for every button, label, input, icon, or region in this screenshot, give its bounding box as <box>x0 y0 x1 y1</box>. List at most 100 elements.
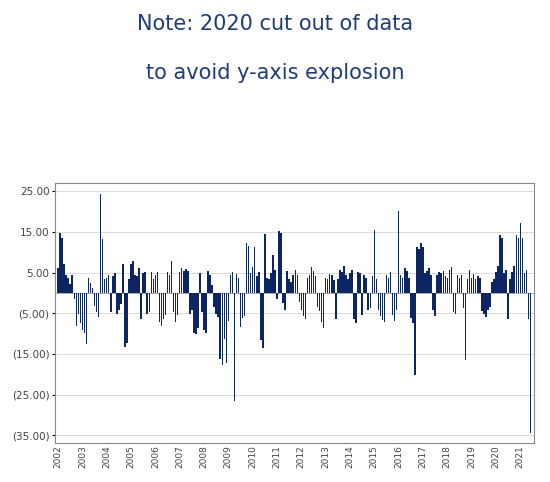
Bar <box>373 230 375 293</box>
Bar <box>219 293 221 359</box>
Bar <box>246 243 248 293</box>
Bar <box>481 293 482 311</box>
Bar <box>299 293 300 302</box>
Bar <box>438 272 440 293</box>
Bar <box>495 272 497 293</box>
Bar <box>210 275 211 293</box>
Bar <box>302 293 304 316</box>
Bar <box>386 275 387 293</box>
Bar <box>240 293 241 327</box>
Bar <box>430 275 432 293</box>
Bar <box>282 293 284 303</box>
Bar <box>317 293 318 307</box>
Bar <box>152 279 154 293</box>
Bar <box>161 293 162 326</box>
Bar <box>461 276 463 293</box>
Bar <box>301 293 302 310</box>
Bar <box>68 278 69 293</box>
Bar <box>388 278 389 293</box>
Bar <box>378 293 379 310</box>
Bar <box>449 270 450 293</box>
Bar <box>489 293 491 307</box>
Bar <box>365 278 367 293</box>
Bar <box>455 293 456 314</box>
Bar <box>335 293 337 319</box>
Bar <box>217 293 219 317</box>
Bar <box>327 279 328 293</box>
Bar <box>183 271 184 293</box>
Bar <box>244 293 245 316</box>
Bar <box>463 293 464 308</box>
Bar <box>339 270 340 293</box>
Bar <box>185 269 186 293</box>
Bar <box>414 293 416 375</box>
Bar <box>122 264 124 293</box>
Bar <box>315 276 316 293</box>
Bar <box>69 284 71 293</box>
Bar <box>358 272 359 293</box>
Bar <box>86 293 87 344</box>
Bar <box>447 278 448 293</box>
Bar <box>270 273 272 293</box>
Bar <box>276 293 278 299</box>
Bar <box>487 293 488 310</box>
Bar <box>106 278 107 293</box>
Bar <box>207 271 209 293</box>
Bar <box>204 293 205 330</box>
Bar <box>110 293 112 312</box>
Bar <box>325 278 327 293</box>
Bar <box>148 293 150 312</box>
Bar <box>473 274 475 293</box>
Bar <box>145 272 146 293</box>
Bar <box>313 271 314 293</box>
Bar <box>96 293 97 312</box>
Bar <box>65 275 67 293</box>
Bar <box>416 247 417 293</box>
Bar <box>434 293 436 316</box>
Bar <box>187 271 189 293</box>
Bar <box>364 275 365 293</box>
Bar <box>497 266 499 293</box>
Bar <box>392 293 393 315</box>
Bar <box>406 271 408 293</box>
Bar <box>104 279 106 293</box>
Bar <box>213 293 215 307</box>
Bar <box>92 288 94 293</box>
Bar <box>223 293 225 338</box>
Bar <box>309 276 310 293</box>
Bar <box>155 276 156 293</box>
Bar <box>158 293 160 322</box>
Bar <box>87 278 89 293</box>
Bar <box>278 231 280 293</box>
Bar <box>100 194 101 293</box>
Bar <box>98 293 100 317</box>
Bar <box>505 270 507 293</box>
Bar <box>256 276 257 293</box>
Bar <box>361 293 363 315</box>
Bar <box>349 273 351 293</box>
Bar <box>345 276 346 293</box>
Bar <box>169 275 170 293</box>
Bar <box>272 254 274 293</box>
Bar <box>128 279 130 293</box>
Bar <box>475 279 476 293</box>
Bar <box>499 235 501 293</box>
Bar <box>264 234 266 293</box>
Bar <box>520 223 521 293</box>
Bar <box>501 238 503 293</box>
Bar <box>444 276 446 293</box>
Bar <box>396 293 398 310</box>
Bar <box>512 272 513 293</box>
Bar <box>398 211 399 293</box>
Bar <box>181 268 183 293</box>
Bar <box>426 271 428 293</box>
Bar <box>75 293 77 326</box>
Bar <box>296 276 298 293</box>
Bar <box>422 247 424 293</box>
Bar <box>72 276 73 293</box>
Bar <box>491 281 493 293</box>
Bar <box>116 293 118 314</box>
Bar <box>242 293 243 318</box>
Bar <box>526 270 527 293</box>
Bar <box>94 293 95 307</box>
